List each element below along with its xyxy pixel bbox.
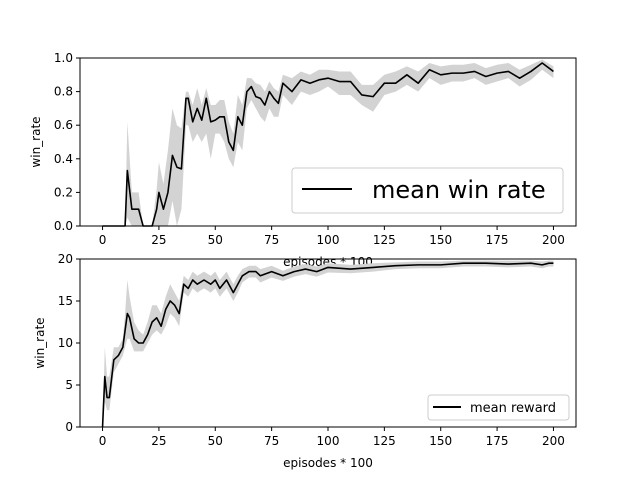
win-rate-ytick-label: 0.6 [54,118,73,132]
reward-ytick-label: 20 [58,252,73,266]
win-rate-xtick-label: 75 [264,233,279,247]
win-rate-ytick-label: 0.4 [54,152,73,166]
win-rate-xtick-label: 25 [151,233,166,247]
win-rate-ytick-label: 0.2 [54,185,73,199]
reward-line-layer [101,262,554,428]
win-rate-xtick-label: 50 [208,233,223,247]
win-rate-xtick-label: 100 [317,233,340,247]
win-rate-legend-box [291,167,564,214]
reward-x-axis-label: episodes * 100 [283,456,373,470]
reward-ytick-label: 5 [65,378,73,392]
win-rate-legend-label: mean win rate [372,176,546,204]
win-rate-xtick-label: 125 [373,233,396,247]
reward-xtick-label: 75 [264,434,279,448]
win-rate-xtick-label: 0 [99,233,107,247]
win-rate-xtick-layer: 0 25 50 75 100 125 150 175 200 [99,226,565,247]
win-rate-band-layer [102,59,554,227]
reward-xtick-label: 175 [486,434,509,448]
win-rate-xtick-label: 150 [429,233,452,247]
reward-xtick-label: 125 [373,434,396,448]
reward-ytick-label: 0 [65,420,73,434]
reward-legend-box [427,394,570,421]
reward-ytick-label: 10 [58,336,73,350]
subplot-reward: 0 25 50 75 100 125 150 175 200 0 5 10 15 20 episodes… [33,252,577,470]
reward-ytick-layer: 0 5 10 15 20 [58,252,80,434]
win-rate-line-layer [102,62,554,227]
win-rate-ytick-label: 0.0 [54,219,73,233]
win-rate-legend: mean win rate [291,167,564,214]
reward-xtick-label: 150 [429,434,452,448]
reward-xtick-label: 50 [208,434,223,448]
win-rate-ytick-layer: 0.0 0.2 0.4 0.6 0.8 1.0 [54,51,80,233]
win-rate-y-axis-label: win_rate [29,116,43,167]
reward-ytick-label: 15 [58,294,73,308]
reward-xtick-label: 25 [151,434,166,448]
reward-xtick-layer: 0 25 50 75 100 125 150 175 200 [99,427,565,448]
win-rate-series-line-0 [102,62,554,227]
win-rate-xtick-label: 175 [486,233,509,247]
win-rate-confidence-band [102,59,554,227]
win-rate-ytick-label: 0.8 [54,85,73,99]
win-rate-xtick-label: 200 [542,233,565,247]
reward-legend: mean reward [427,394,570,421]
reward-series-line-0 [101,262,554,428]
reward-xtick-label: 100 [317,434,340,448]
reward-legend-label: mean reward [470,401,556,416]
reward-xtick-label: 200 [542,434,565,448]
reward-xtick-label: 0 [99,434,107,448]
reward-y-axis-label: win_rate [33,317,47,368]
win-rate-ytick-label: 1.0 [54,51,73,65]
